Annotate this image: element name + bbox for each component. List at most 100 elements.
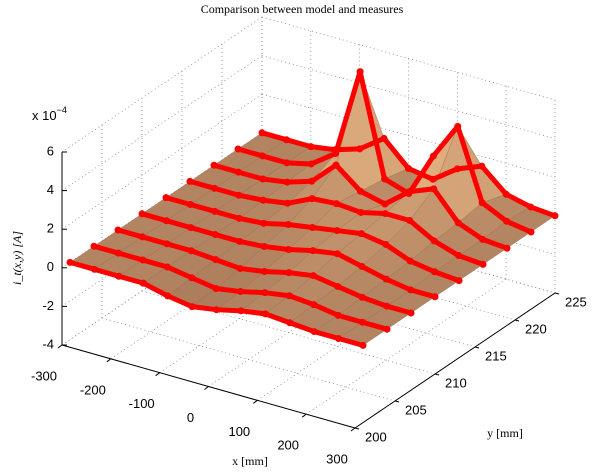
measure-point (356, 145, 364, 153)
measure-point (527, 228, 535, 236)
measure-point (164, 292, 172, 300)
measure-point (406, 257, 414, 265)
measure-point (283, 178, 291, 186)
measure-point (455, 277, 463, 285)
measure-point (210, 184, 218, 192)
measure-point (453, 165, 461, 173)
measure-point (310, 328, 318, 336)
y-tick-label: 215 (485, 348, 507, 363)
z-tick-label: 6 (47, 143, 54, 158)
measure-point (237, 307, 245, 315)
measure-point (479, 235, 487, 243)
measure-point (429, 152, 437, 160)
measure-point (283, 159, 291, 167)
x-tick (155, 372, 160, 377)
measure-point (454, 122, 462, 130)
measure-point (551, 212, 559, 220)
measure-point (258, 129, 266, 137)
grid-line (61, 93, 263, 230)
x-tick (301, 413, 307, 418)
measure-point (162, 217, 170, 225)
x-axis-label: x [mm] (232, 454, 268, 468)
chart-title: Comparison between model and measures (201, 2, 404, 16)
measure-point (139, 279, 147, 287)
measure-point (211, 231, 219, 239)
y-tick-label: 225 (565, 294, 587, 309)
measure-point (285, 246, 292, 254)
y-tick-label: 200 (365, 429, 387, 444)
measure-point (380, 134, 388, 142)
measure-point (333, 200, 340, 208)
measure-point (359, 318, 367, 326)
x-tick (253, 399, 258, 404)
measure-point (309, 224, 316, 232)
measure-point (234, 168, 242, 176)
measure-point (407, 309, 415, 317)
measure-point (212, 256, 220, 264)
measure-point (381, 200, 389, 208)
measure-point (186, 201, 194, 209)
measure-point (309, 247, 317, 255)
measure-point (429, 175, 437, 183)
y-tick (554, 292, 560, 295)
measure-point (234, 145, 242, 153)
measure-point (359, 341, 367, 349)
measure-point (527, 203, 535, 211)
grid-line (261, 55, 556, 139)
measure-point (188, 303, 196, 311)
measure-point (163, 263, 171, 271)
measure-point (115, 272, 123, 280)
measure-point (381, 175, 388, 183)
z-tick-label: -2 (42, 298, 54, 313)
measure-point (261, 289, 269, 297)
measure-point (286, 319, 294, 327)
measure-point (502, 190, 510, 198)
measure-point (237, 288, 244, 296)
y-tick-label: 220 (525, 321, 547, 336)
measure-point (478, 199, 486, 207)
measure-point (66, 258, 74, 266)
measure-point (308, 195, 316, 203)
y-tick (434, 373, 440, 376)
measure-point (334, 311, 342, 319)
measure-point (479, 260, 487, 268)
measure-point (236, 237, 244, 245)
x-tick-label: 200 (277, 438, 299, 453)
z-tick-label: 0 (47, 259, 54, 274)
measure-point (431, 293, 439, 301)
measure-point (332, 150, 340, 158)
measure-point (260, 242, 268, 250)
z-tick-label: 2 (47, 221, 54, 236)
measure-point (139, 256, 147, 264)
grid-line (305, 278, 507, 415)
measure-point (357, 230, 365, 238)
measure-point (430, 185, 438, 193)
grid-line (261, 16, 556, 101)
measure-point (333, 227, 341, 235)
grid-line (101, 317, 396, 402)
measure-point (406, 216, 414, 224)
measure-point (356, 68, 364, 76)
measure-point (211, 207, 219, 215)
measure-point (114, 226, 122, 234)
measure-point (210, 161, 218, 169)
x-tick-label: 0 (187, 410, 194, 425)
x-tick (350, 427, 356, 432)
measure-point (407, 286, 415, 294)
measure-point (333, 250, 341, 258)
measure-point (187, 247, 195, 255)
measure-point (186, 177, 194, 185)
measure-point (212, 285, 220, 293)
measure-point (307, 160, 315, 168)
measure-point (188, 274, 196, 282)
measure-point (285, 292, 293, 300)
measure-point (235, 214, 243, 222)
y-tick-label: 205 (405, 402, 427, 417)
measure-point (455, 252, 463, 260)
measure-point (284, 220, 292, 228)
measure-point (187, 224, 195, 232)
measure-point (236, 264, 244, 272)
measure-point (138, 233, 146, 241)
measure-point (90, 265, 98, 273)
